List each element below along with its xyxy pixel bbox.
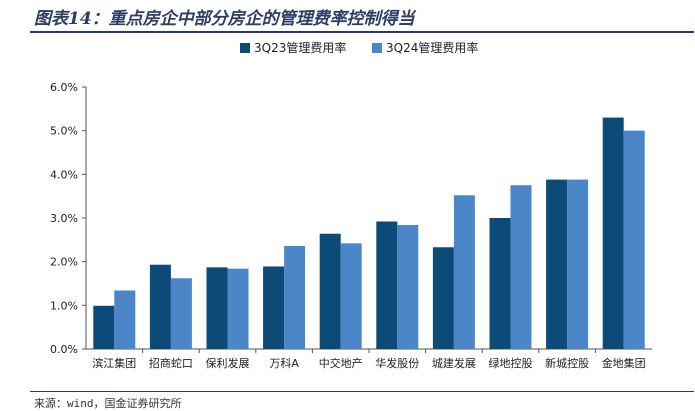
bar-series1 [489, 218, 511, 349]
bar-series2 [227, 268, 249, 349]
y-tick-label: 2.0% [50, 256, 78, 269]
bar-series1 [432, 247, 454, 349]
bar-series1 [206, 267, 228, 349]
x-tick-label: 绿地控股 [489, 356, 533, 370]
bar-series2 [623, 130, 645, 349]
x-tick-label: 新城控股 [545, 356, 589, 370]
y-tick-label: 6.0% [50, 81, 78, 94]
figure-title: 图表14：重点房企中部分房企的管理费率控制得当 [34, 9, 415, 29]
bar-series2 [453, 195, 475, 349]
bar-series1 [602, 117, 624, 349]
bar-series1 [93, 305, 115, 349]
y-tick-label: 4.0% [50, 168, 78, 181]
bar-series2 [510, 185, 532, 349]
bar-series1 [263, 266, 285, 349]
legend-swatch [372, 43, 382, 53]
bar-chart: 3Q23管理费用率 3Q24管理费用率 0.0% 1.0% 2.0% 3.0% 4.0% 5… [50, 40, 652, 370]
x-tick-label: 华发股份 [375, 356, 419, 370]
y-tick-label: 3.0% [50, 212, 78, 225]
y-tick-label: 0.0% [50, 343, 78, 356]
bar-series1 [319, 233, 341, 349]
y-tick-label: 1.0% [50, 299, 78, 312]
chart-tick-labels: 0.0% 1.0% 2.0% 3.0% 4.0% 5.0% 6.0% 滨江集团 招商蛇口 保利发展… [50, 81, 646, 370]
legend-swatch [240, 43, 250, 53]
legend-label: 3Q23管理费用率 [254, 40, 346, 55]
bar-series2 [170, 278, 192, 349]
bar-series1 [149, 264, 171, 349]
legend-label: 3Q24管理费用率 [386, 40, 478, 55]
x-tick-label: 城建发展 [432, 356, 476, 370]
x-tick-label: 中交地产 [319, 356, 363, 370]
bar-series2 [284, 245, 306, 349]
bar-series1 [376, 221, 398, 349]
x-tick-label: 滨江集团 [92, 356, 136, 370]
source-note: 来源：wind，国金证券研究所 [34, 397, 182, 410]
source-divider [30, 391, 694, 392]
x-tick-label: 招商蛇口 [149, 356, 193, 370]
bar-series2 [340, 243, 362, 349]
bar-series1 [546, 179, 568, 349]
bar-series2 [114, 290, 136, 349]
bar-series2 [567, 179, 589, 349]
y-tick-label: 5.0% [50, 125, 78, 138]
x-tick-label: 万科A [269, 356, 299, 370]
title-divider [30, 31, 694, 33]
bar-series2 [397, 224, 419, 349]
x-tick-label: 保利发展 [206, 356, 250, 370]
chart-bars [93, 117, 645, 349]
chart-legend: 3Q23管理费用率 3Q24管理费用率 [240, 40, 478, 55]
x-tick-label: 金地集团 [602, 356, 646, 370]
